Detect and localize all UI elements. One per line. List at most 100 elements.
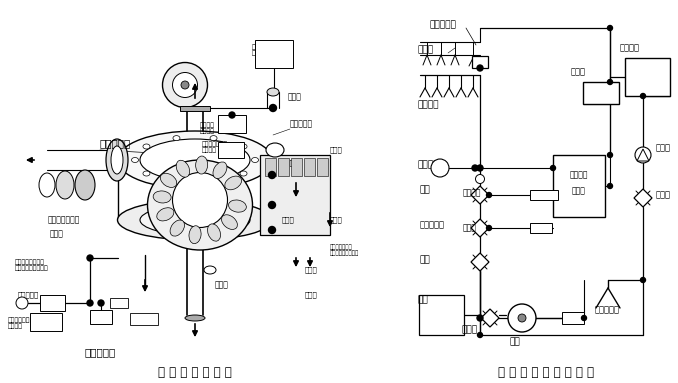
Ellipse shape	[204, 266, 216, 274]
Circle shape	[641, 278, 645, 283]
Polygon shape	[471, 253, 489, 271]
Ellipse shape	[252, 157, 258, 162]
Ellipse shape	[207, 224, 220, 241]
Text: 电磁阀: 电磁阀	[463, 224, 477, 232]
Bar	[291, 158, 302, 176]
Circle shape	[98, 300, 104, 306]
Circle shape	[607, 80, 612, 85]
Ellipse shape	[153, 191, 171, 203]
Bar	[625, 58, 670, 96]
Ellipse shape	[161, 173, 177, 187]
Text: 接排水: 接排水	[50, 229, 64, 239]
Circle shape	[607, 26, 612, 31]
Text: 接排水: 接排水	[305, 267, 318, 273]
Bar	[530, 190, 558, 200]
Ellipse shape	[225, 176, 241, 190]
Polygon shape	[634, 189, 652, 207]
Ellipse shape	[222, 215, 237, 229]
Circle shape	[269, 105, 277, 111]
Ellipse shape	[143, 171, 150, 176]
Ellipse shape	[213, 162, 227, 178]
Text: 水流指示器: 水流指示器	[430, 21, 457, 29]
Text: 探测器: 探测器	[418, 46, 434, 54]
Bar	[40, 295, 65, 311]
Circle shape	[268, 201, 275, 208]
Ellipse shape	[240, 144, 247, 149]
Circle shape	[477, 165, 483, 170]
Bar	[304, 158, 315, 176]
Text: 开式喷头: 开式喷头	[418, 100, 439, 110]
Text: 水泵: 水泵	[510, 337, 521, 347]
Circle shape	[487, 193, 492, 198]
Circle shape	[472, 165, 478, 171]
Ellipse shape	[508, 304, 536, 332]
Text: 报警器: 报警器	[593, 88, 608, 98]
Ellipse shape	[228, 200, 246, 212]
Text: 水泵结合器: 水泵结合器	[595, 306, 620, 314]
Circle shape	[268, 226, 275, 234]
Text: 火灾报警: 火灾报警	[570, 170, 589, 180]
Text: 闸阀: 闸阀	[420, 185, 431, 195]
Ellipse shape	[240, 171, 247, 176]
Text: 紧急手动启水阀
（常闭）: 紧急手动启水阀 （常闭）	[202, 141, 228, 153]
Text: 由此观察滴水情况
水到断阀的复归状态: 由此观察滴水情况 水到断阀的复归状态	[15, 259, 49, 271]
Text: 雨 淋 灭 火 系 统 示 意 图: 雨 淋 灭 火 系 统 示 意 图	[498, 365, 594, 378]
Ellipse shape	[173, 136, 180, 141]
Ellipse shape	[16, 297, 28, 309]
Text: 单向阀: 单向阀	[656, 144, 671, 152]
Bar	[317, 158, 328, 176]
Circle shape	[487, 226, 492, 231]
Text: 单向阀: 单向阀	[215, 280, 229, 290]
Ellipse shape	[173, 179, 180, 184]
Polygon shape	[481, 309, 499, 327]
Bar	[130, 313, 158, 325]
Text: 速通式变频供水
（接通式变频供水）: 速通式变频供水 （接通式变频供水）	[330, 244, 359, 256]
Ellipse shape	[140, 205, 250, 235]
Polygon shape	[637, 149, 649, 161]
Bar	[255, 40, 293, 68]
Ellipse shape	[111, 146, 123, 174]
Ellipse shape	[267, 88, 279, 96]
Ellipse shape	[475, 175, 485, 183]
Ellipse shape	[143, 144, 150, 149]
Polygon shape	[471, 219, 489, 237]
Ellipse shape	[266, 143, 284, 157]
Bar	[583, 82, 619, 104]
Text: 报警器: 报警器	[570, 67, 586, 77]
Ellipse shape	[210, 179, 217, 184]
Bar	[90, 310, 112, 324]
Ellipse shape	[431, 159, 449, 177]
Ellipse shape	[140, 139, 250, 181]
Bar	[562, 312, 584, 324]
Ellipse shape	[117, 200, 273, 240]
Text: 隔膜压力水: 隔膜压力水	[290, 119, 313, 129]
Circle shape	[607, 183, 612, 188]
Text: 接排水: 接排水	[282, 217, 295, 223]
Bar	[472, 56, 488, 68]
Text: 雨 淋 阀 的 配 置 图: 雨 淋 阀 的 配 置 图	[158, 365, 232, 378]
Bar	[530, 223, 552, 233]
Text: 高位水箱: 高位水箱	[620, 44, 640, 52]
Text: 水池: 水池	[418, 296, 428, 304]
Circle shape	[477, 332, 483, 337]
Text: 雨淋报警阀: 雨淋报警阀	[420, 221, 445, 229]
Circle shape	[582, 316, 586, 321]
Circle shape	[477, 165, 483, 171]
Text: 接排水: 接排水	[330, 147, 343, 153]
Bar	[260, 155, 330, 235]
Ellipse shape	[189, 226, 201, 244]
Polygon shape	[471, 186, 489, 204]
Bar	[553, 155, 605, 217]
Ellipse shape	[39, 173, 55, 197]
Text: 接供水管网: 接供水管网	[84, 347, 116, 357]
Text: 薄膜压差调阀
（常开）: 薄膜压差调阀 （常开）	[8, 317, 31, 329]
Ellipse shape	[132, 157, 138, 162]
Bar	[278, 158, 289, 176]
Text: 接排水: 接排水	[305, 292, 318, 298]
Text: 接排水: 接排水	[330, 217, 343, 223]
Circle shape	[477, 65, 483, 71]
Bar	[30, 313, 62, 331]
Circle shape	[87, 255, 93, 261]
Circle shape	[551, 165, 555, 170]
Text: 延迟器: 延迟器	[282, 160, 295, 166]
